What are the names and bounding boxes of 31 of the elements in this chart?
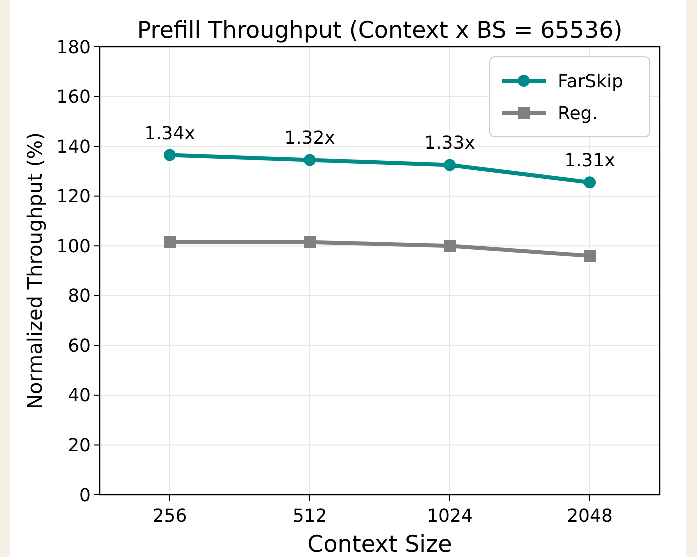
y-tick-label: 20	[68, 436, 91, 457]
point	[444, 240, 456, 252]
point	[584, 176, 596, 189]
y-tick-label: 180	[56, 37, 91, 58]
y-tick-label: 40	[68, 386, 91, 407]
point	[304, 154, 316, 166]
y-tick-label: 80	[68, 286, 91, 308]
y-tick-label: 140	[56, 136, 91, 158]
point	[164, 149, 176, 162]
x-tick-label: 512	[292, 506, 328, 527]
chart-title: Prefill Throughput (Context x BS = 65536)	[137, 18, 623, 44]
x-tick-label: 256	[152, 506, 188, 527]
annotation: 1.31x	[564, 150, 616, 172]
point	[444, 159, 456, 172]
y-axis-title: Normalized Throughput (%)	[23, 132, 47, 410]
y-tick-label: 60	[68, 336, 91, 357]
annotation: 1.33x	[424, 133, 476, 154]
legend-label: FarSkip	[558, 71, 624, 92]
x-tick-label: 2048	[567, 506, 613, 527]
point	[304, 236, 316, 248]
point	[164, 236, 176, 248]
y-tick-label: 0	[80, 485, 91, 506]
y-tick-label: 100	[56, 236, 91, 258]
x-axis-title: Context Size	[308, 532, 452, 557]
y-tick-label: 160	[56, 87, 91, 108]
legend-label: Reg.	[558, 103, 598, 124]
point	[584, 250, 596, 262]
y-tick-label: 120	[56, 186, 91, 208]
annotation: 1.34x	[144, 123, 196, 144]
annotation: 1.32x	[284, 128, 336, 150]
x-tick-label: 1024	[427, 506, 473, 527]
